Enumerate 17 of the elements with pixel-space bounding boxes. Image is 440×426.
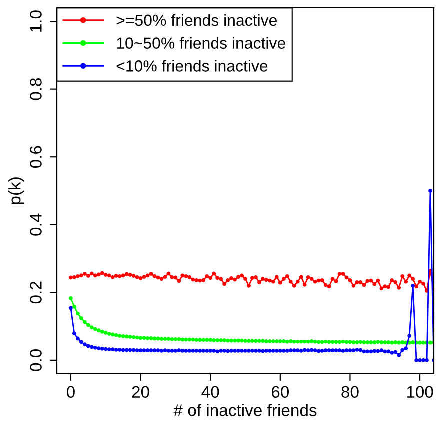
x-tick-label: 0 — [66, 386, 75, 398]
y-tick-label: 1.0 — [30, 10, 42, 32]
legend-label: >=50% friends inactive — [116, 14, 277, 26]
y-tick-label: 0.2 — [30, 282, 42, 304]
x-tick-label: 40 — [202, 386, 220, 398]
x-tick-label: 100 — [407, 386, 434, 398]
x-tick-label: 20 — [132, 386, 150, 398]
x-axis-title: # of inactive friends — [174, 404, 317, 416]
legend-label: <10% friends inactive — [116, 60, 268, 72]
y-axis-title: p(k) — [8, 178, 24, 204]
x-tick-label: 80 — [342, 386, 359, 398]
x-tick-label: 60 — [272, 386, 290, 398]
y-tick-label: 0.6 — [30, 146, 42, 168]
y-tick-label: 0.4 — [30, 214, 42, 236]
legend-label: 10~50% friends inactive — [117, 37, 286, 49]
y-tick-label: 0.8 — [30, 78, 42, 100]
y-tick-label: 0.0 — [30, 350, 42, 372]
